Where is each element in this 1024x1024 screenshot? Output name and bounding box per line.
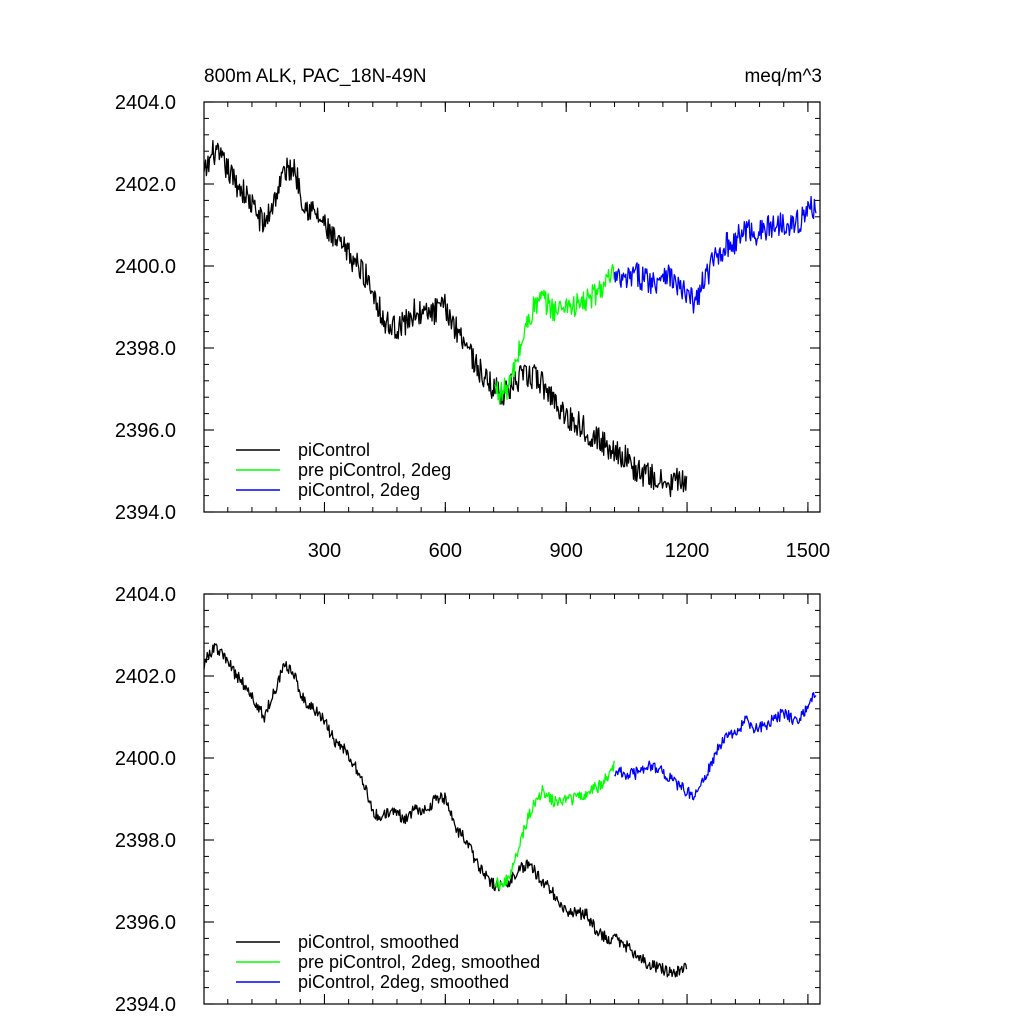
- top-panel-title-right: meq/m^3: [744, 66, 822, 87]
- top-panel-title-left: 800m ALK, PAC_18N-49N: [204, 66, 427, 87]
- top-panel-legend-label-3: piControl, 2deg: [298, 480, 420, 500]
- top-panel-x-tick-label: 900: [549, 540, 582, 562]
- top-panel-y-tick-label: 2396.0: [115, 420, 176, 442]
- bottom-panel-frame: [203, 593, 821, 1005]
- bottom-panel-y-tick-label: 2396.0: [115, 912, 176, 934]
- top-panel-y-tick-label: 2394.0: [115, 502, 176, 524]
- top-panel-ticks: 2394.0 2396.0 2398.0 2400.0 2402.0 2404.0 300 6…: [115, 92, 830, 562]
- top-panel-series-line-3: [613, 195, 817, 314]
- bottom-panel-legend-label-2: pre piControl, 2deg, smoothed: [298, 952, 540, 972]
- bottom-panel-legend-label-1: piControl, smoothed: [298, 932, 459, 952]
- top-panel-x-tick-label: 1500: [786, 540, 831, 562]
- bottom-panel-y-tick-label: 2398.0: [115, 830, 176, 852]
- bottom-panel-series-line-3: [614, 692, 817, 801]
- top-panel-frame: [203, 101, 821, 513]
- bottom-panel-legend-label-3: piControl, 2deg, smoothed: [298, 972, 509, 992]
- top-panel-y-tick-label: 2400.0: [115, 256, 176, 278]
- top-panel-y-tick-label: 2402.0: [115, 174, 176, 196]
- bottom-panel-y-tick-label: 2394.0: [115, 994, 176, 1016]
- top-panel-x-tick-label: 1200: [665, 540, 710, 562]
- top-panel: 800m ALK, PAC_18N-49N meq/m^3 2394.0 2396…: [115, 66, 830, 562]
- bottom-panel-ticks: 2394.0 2396.0 2398.0 2400.0 2402.0 2404.0: [115, 584, 820, 1016]
- top-panel-y-tick-label: 2404.0: [115, 92, 176, 114]
- bottom-panel-series-line-2: [494, 760, 615, 891]
- top-panel-x-tick-label: 300: [308, 540, 341, 562]
- bottom-panel-y-tick-label: 2400.0: [115, 748, 176, 770]
- bottom-panel-series: [203, 643, 817, 978]
- top-panel-y-tick-label: 2398.0: [115, 338, 176, 360]
- bottom-panel-y-tick-label: 2404.0: [115, 584, 176, 606]
- bottom-panel: 2394.0 2396.0 2398.0 2400.0 2402.0 2404.0 piC…: [115, 584, 821, 1016]
- bottom-panel-series-line-1: [203, 643, 688, 978]
- top-panel-legend-label-1: piControl: [298, 440, 370, 460]
- top-panel-series: [203, 140, 817, 498]
- top-panel-legend-label-2: pre piControl, 2deg: [298, 460, 451, 480]
- bottom-panel-y-tick-label: 2402.0: [115, 666, 176, 688]
- top-panel-x-tick-label: 600: [429, 540, 462, 562]
- top-panel-series-line-1: [203, 140, 688, 498]
- top-panel-series-line-2: [494, 263, 615, 405]
